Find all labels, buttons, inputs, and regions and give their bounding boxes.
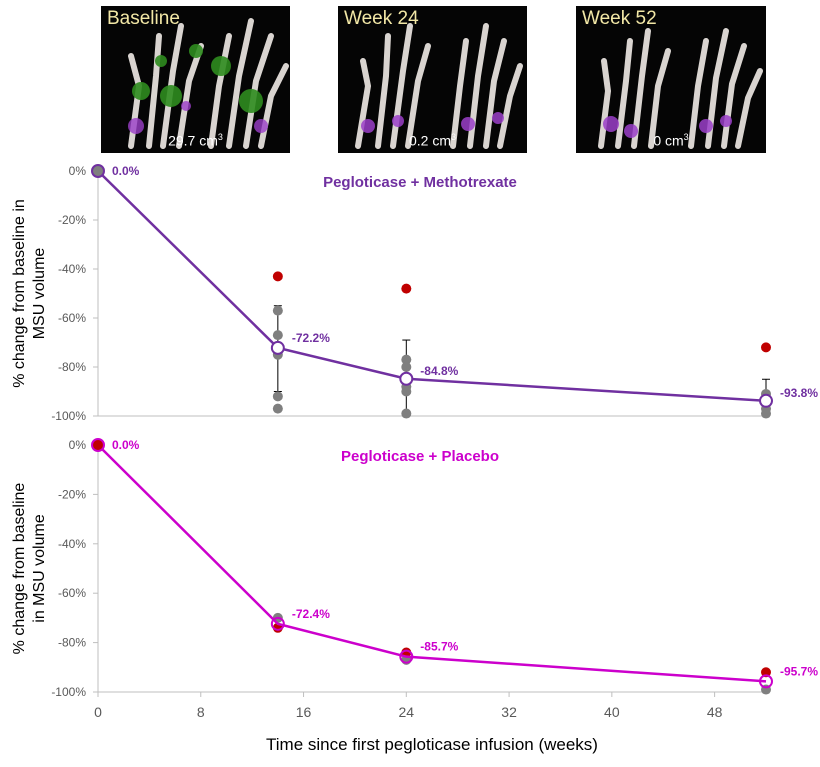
- highlight-point: [761, 342, 771, 353]
- individual-point: [761, 408, 771, 419]
- highlight-point: [401, 283, 412, 294]
- chart-title: Pegloticase + Methotrexate: [323, 174, 517, 191]
- volume-label-week-24: 0.2 cm3: [408, 132, 457, 149]
- x-axis-label: Time since first pegloticase infusion (w…: [266, 735, 598, 754]
- mean-point: [399, 649, 414, 664]
- data-label: 0.0%: [112, 164, 140, 178]
- data-label: -72.4%: [292, 607, 330, 621]
- y-axis-label: MSU volume: [31, 248, 48, 340]
- individual-point: [272, 349, 283, 360]
- y-tick-label: 0%: [69, 438, 87, 452]
- data-label: -72.2%: [292, 331, 330, 345]
- mean-line: [97, 170, 767, 403]
- x-tick-label: 8: [197, 704, 205, 720]
- y-tick-label: -40%: [58, 537, 86, 551]
- individual-point: [272, 305, 283, 316]
- data-label: -93.8%: [780, 386, 818, 400]
- individual-point: [272, 612, 283, 623]
- individual-point: [761, 403, 771, 414]
- hand-scan-graphic: [355, 23, 523, 149]
- y-tick-label: -20%: [58, 487, 86, 501]
- individual-point: [761, 684, 771, 695]
- mean-line: [97, 444, 767, 683]
- y-axis-label: in MSU volume: [31, 514, 48, 623]
- y-tick-label: -40%: [58, 262, 86, 276]
- individual-point: [401, 354, 412, 365]
- individual-point: [761, 388, 771, 399]
- x-tick-label: 48: [707, 704, 723, 720]
- mean-point: [91, 438, 105, 452]
- individual-point: [272, 330, 283, 341]
- mean-point: [759, 674, 773, 689]
- x-tick-label: 16: [296, 704, 312, 720]
- chart-title: Pegloticase + Placebo: [341, 448, 499, 465]
- data-label: -95.7%: [780, 664, 818, 678]
- hand-scan-graphic: [128, 18, 289, 149]
- ct-image-baseline: Baseline 29.7 cm3: [101, 6, 290, 153]
- mean-point: [270, 340, 285, 355]
- mean-point: [759, 393, 773, 408]
- highlight-point: [272, 622, 283, 633]
- y-tick-label: -60%: [58, 586, 86, 600]
- individual-point: [272, 403, 283, 414]
- data-label: -85.7%: [420, 640, 458, 654]
- individual-point: [401, 381, 412, 392]
- individual-point: [401, 408, 412, 419]
- highlight-point: [401, 647, 412, 658]
- data-label: -84.8%: [420, 364, 458, 378]
- chart-methotrexate: 0% -20% -40% -60% -80% -100% % change from bas…: [11, 164, 818, 423]
- x-tick-label: 32: [501, 704, 517, 720]
- y-axis-label: % change from baseline: [11, 483, 28, 655]
- highlight-point: [761, 667, 771, 678]
- y-tick-label: -80%: [58, 636, 86, 650]
- data-label: 0.0%: [112, 438, 140, 452]
- image-label-week-52: Week 52: [582, 8, 657, 29]
- y-tick-label: -60%: [58, 311, 86, 325]
- x-tick-label: 0: [94, 704, 102, 720]
- highlight-point: [272, 271, 283, 282]
- image-label-week-24: Week 24: [344, 8, 419, 29]
- volume-label-week-52: 0 cm3: [653, 132, 689, 149]
- individual-point: [272, 391, 283, 402]
- y-tick-label: -80%: [58, 360, 86, 374]
- individual-point: [93, 166, 103, 176]
- highlight-point: [93, 440, 103, 450]
- y-axis-label: % change from baseline in: [11, 199, 28, 388]
- hand-scan-graphic: [598, 28, 763, 149]
- individual-point: [401, 654, 412, 665]
- individual-point: [401, 386, 412, 397]
- mean-point: [91, 164, 105, 178]
- x-tick-label: 40: [604, 704, 620, 720]
- y-tick-label: -100%: [51, 409, 86, 423]
- ct-image-week-24: Week 24 0.2 cm3: [338, 6, 527, 153]
- ct-image-week-52: Week 52 0 cm3: [576, 6, 766, 153]
- y-tick-label: 0%: [69, 164, 87, 178]
- y-tick-label: -100%: [51, 685, 86, 699]
- x-tick-label: 24: [399, 704, 415, 720]
- y-tick-label: -20%: [58, 213, 86, 227]
- image-label-baseline: Baseline: [107, 8, 180, 29]
- chart-placebo: 0% -20% -40% -60% -80% -100% 0 8 16 24 32 40 48 % cha…: [11, 438, 818, 720]
- volume-label-baseline: 29.7 cm3: [168, 132, 223, 149]
- individual-point: [401, 362, 412, 372]
- mean-point: [399, 371, 414, 386]
- mean-point: [270, 616, 285, 631]
